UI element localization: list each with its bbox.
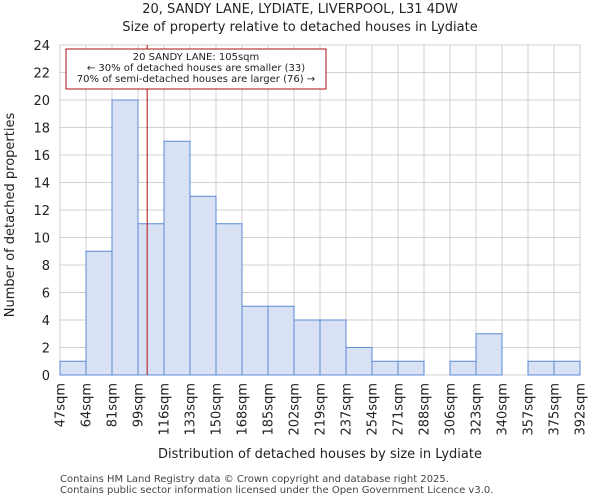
x-tick-label: 375sqm xyxy=(548,383,563,436)
annotation-text: ← 30% of detached houses are smaller (33… xyxy=(87,63,305,74)
histogram-bar xyxy=(293,319,321,376)
x-tick-label: 202sqm xyxy=(288,383,303,436)
y-tick-label: 2 xyxy=(42,342,50,357)
histogram-bar xyxy=(189,195,217,376)
x-tick-label: 306sqm xyxy=(444,383,459,436)
chart-subtitle: Size of property relative to detached ho… xyxy=(122,20,478,35)
histogram-bar xyxy=(163,140,191,376)
x-tick-label: 219sqm xyxy=(314,383,329,436)
x-tick-label: 254sqm xyxy=(366,383,381,436)
histogram-bar xyxy=(215,223,243,376)
histogram-bar xyxy=(371,360,399,376)
y-tick-label: 0 xyxy=(42,369,50,384)
x-tick-label: 64sqm xyxy=(80,383,95,427)
histogram-bar xyxy=(397,360,425,376)
chart-title: 20, SANDY LANE, LYDIATE, LIVERPOOL, L31 … xyxy=(142,2,458,17)
y-axis-label: Number of detached properties xyxy=(3,113,18,318)
y-tick-label: 20 xyxy=(33,94,50,109)
x-tick-label: 357sqm xyxy=(522,383,537,436)
histogram-bar xyxy=(85,250,113,376)
x-tick-label: 81sqm xyxy=(106,383,121,427)
y-tick-label: 24 xyxy=(33,39,50,54)
x-axis-label: Distribution of detached houses by size … xyxy=(158,447,482,462)
marker: 20 SANDY LANE: 105sqm← 30% of detached h… xyxy=(65,45,327,375)
x-tick-label: 185sqm xyxy=(262,383,277,436)
x-tick-label: 340sqm xyxy=(496,383,511,436)
y-tick-label: 6 xyxy=(42,287,50,302)
x-tick-label: 392sqm xyxy=(574,383,589,436)
histogram-bar xyxy=(59,360,87,376)
x-tick-label: 168sqm xyxy=(236,383,251,436)
x-tick-label: 133sqm xyxy=(184,383,199,436)
x-tick-label: 47sqm xyxy=(54,383,69,427)
x-tick-label: 99sqm xyxy=(132,383,147,427)
y-tick-label: 4 xyxy=(42,314,50,329)
histogram-bar xyxy=(553,360,581,376)
annotation-box xyxy=(65,48,327,90)
x-tick-label: 323sqm xyxy=(470,383,485,436)
annotation-text: 20 SANDY LANE: 105sqm xyxy=(133,52,260,63)
y-tick-label: 22 xyxy=(33,67,50,82)
histogram-bar xyxy=(267,305,295,376)
y-tick-label: 18 xyxy=(33,122,50,137)
y-tick-label: 12 xyxy=(33,204,50,219)
histogram-bar xyxy=(241,305,269,376)
y-tick-label: 8 xyxy=(42,259,50,274)
x-tick-label: 288sqm xyxy=(418,383,433,436)
y-tick-label: 14 xyxy=(33,177,50,192)
x-tick-label: 116sqm xyxy=(158,383,173,436)
histogram-bar xyxy=(527,360,555,376)
histogram-bar xyxy=(345,347,373,376)
histogram-bar xyxy=(111,99,139,376)
histogram-bar xyxy=(319,319,347,376)
y-tick-label: 10 xyxy=(33,232,50,247)
annotation-text: 70% of semi-detached houses are larger (… xyxy=(77,74,315,85)
histogram-bar xyxy=(449,360,477,376)
x-tick-label: 150sqm xyxy=(210,383,225,436)
footer-licence: Contains public sector information licen… xyxy=(60,485,494,496)
y-tick-label: 16 xyxy=(33,149,50,164)
bars xyxy=(59,99,581,376)
footer-copyright: Contains HM Land Registry data © Crown c… xyxy=(60,474,449,485)
x-tick-label: 237sqm xyxy=(340,383,355,436)
x-tick-label: 271sqm xyxy=(392,383,407,436)
histogram-bar xyxy=(475,333,503,376)
histogram-bar xyxy=(137,223,165,376)
